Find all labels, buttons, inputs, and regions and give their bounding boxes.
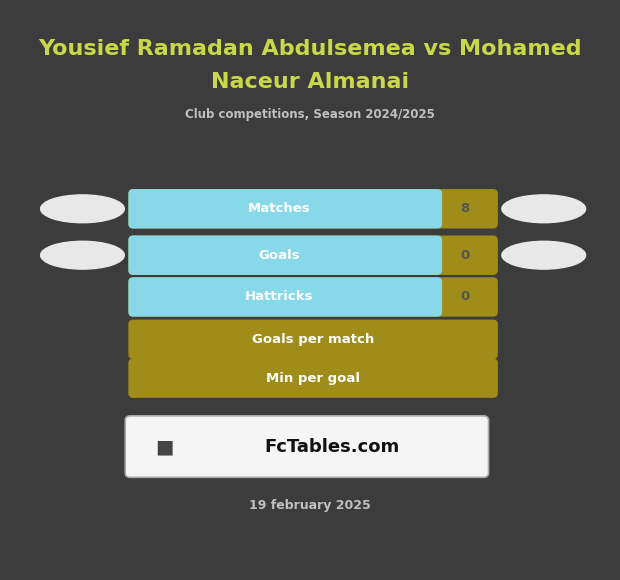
FancyBboxPatch shape — [128, 277, 442, 317]
FancyBboxPatch shape — [128, 189, 498, 229]
FancyBboxPatch shape — [125, 416, 489, 477]
Text: Yousief Ramadan Abdulsemea vs Mohamed: Yousief Ramadan Abdulsemea vs Mohamed — [38, 39, 582, 59]
FancyBboxPatch shape — [128, 277, 498, 317]
FancyBboxPatch shape — [128, 189, 442, 229]
Text: 8: 8 — [461, 202, 470, 215]
Text: 19 february 2025: 19 february 2025 — [249, 499, 371, 512]
Text: Hattricks: Hattricks — [245, 291, 313, 303]
Text: Goals per match: Goals per match — [252, 333, 374, 346]
FancyBboxPatch shape — [128, 320, 498, 359]
Ellipse shape — [41, 241, 124, 269]
Text: 0: 0 — [461, 249, 470, 262]
FancyBboxPatch shape — [128, 358, 498, 398]
FancyBboxPatch shape — [128, 235, 498, 275]
Text: ■: ■ — [155, 437, 174, 456]
Text: Naceur Almanai: Naceur Almanai — [211, 72, 409, 92]
Text: Club competitions, Season 2024/2025: Club competitions, Season 2024/2025 — [185, 108, 435, 121]
Text: 0: 0 — [461, 291, 470, 303]
Text: Matches: Matches — [248, 202, 311, 215]
Text: Min per goal: Min per goal — [266, 372, 360, 385]
Text: FcTables.com: FcTables.com — [264, 437, 399, 456]
Ellipse shape — [502, 241, 585, 269]
Ellipse shape — [41, 195, 124, 223]
Text: Goals: Goals — [259, 249, 300, 262]
Ellipse shape — [502, 195, 585, 223]
FancyBboxPatch shape — [128, 235, 442, 275]
